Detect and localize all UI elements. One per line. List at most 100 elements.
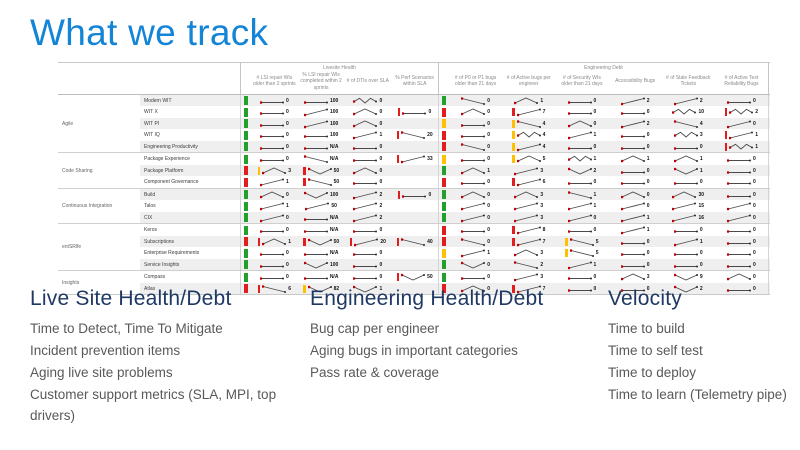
status-bar-red [442,142,446,151]
start-point-dot [516,159,519,163]
metric-cell: 1 [555,153,608,165]
metric-cell: 0 [715,176,768,188]
status-bar-green [442,260,446,269]
livesite-cells: 6 82 1 [240,282,438,295]
metric-value: 5 [542,156,546,162]
sparkline-chart [514,167,539,175]
sparkline-chart [303,253,328,256]
metric-value: 0 [646,132,650,138]
team-group: Insights Compass 0 N/A 0 50 0 3 0 3 9 0 Atlas 6 82 1 0 7 0… [58,271,770,295]
metric-cell: 0 [609,141,662,153]
metric-value: 0 [753,285,756,292]
sparkline-chart [673,182,698,185]
sparkline-chart [620,288,645,292]
end-point-dot [281,214,284,216]
metric-cell: 0 [609,283,662,295]
row-label: Enterprise Requirements [144,250,200,256]
start-point-dot [353,112,356,116]
end-point-dot [375,159,378,162]
metrics-table: Livesite Health # LSI repair WIs older th… [58,62,770,296]
metric-cell: 3 [609,271,662,283]
end-point-dot [329,285,332,288]
end-point-dot [642,182,645,185]
start-point-dot [673,230,677,233]
metric-cell: 0 [449,141,502,153]
row-label: CIX [144,214,153,221]
metric-value: 1 [288,238,292,245]
row-label: Engineering Productivity [144,143,198,150]
row-label: Atlas [144,285,156,292]
metric-value: 0 [285,214,289,221]
start-point-dot [461,195,464,198]
start-point-dot [567,100,570,104]
sparkline-chart [672,108,697,115]
column-header: # of DTIs over SLA [346,78,389,85]
metric-value: 0 [487,191,490,198]
start-point-dot [514,101,517,104]
metric-value: 4 [542,120,546,127]
start-point-dot [461,96,464,100]
end-point-dot [695,182,698,185]
metric-value: 0 [285,191,289,198]
metric-cell: 100 [298,95,345,107]
metric-value: 100 [329,132,339,138]
end-point-dot [483,148,486,151]
table-row: Engineering Productivity 0 N/A 0 0 4 0 0 0 1 [140,140,770,153]
metric-cell: 50 [298,165,345,177]
metric-cell: 0 [555,283,608,295]
end-point-dot [375,285,378,288]
status-indicator [241,224,251,236]
status-indicator [241,106,251,118]
metric-value: 3 [699,132,703,138]
metric-cell: 0 [251,118,298,130]
status-indicator [439,176,449,188]
end-point-dot [749,171,752,173]
status-indicator [241,189,251,201]
end-point-dot [749,202,752,205]
metric-value: 0 [646,191,650,198]
column-header: # of Security WIs older than 21 days [561,75,603,88]
start-point-dot [259,195,263,198]
end-point-dot [538,143,541,145]
cell-status-bar-red [512,226,515,234]
metric-value: 100 [329,97,339,104]
sparkline-chart [402,194,427,198]
metric-cell: 0 [555,118,608,130]
bullet-item: Aging bugs in important categories [310,342,518,358]
end-point-dot [642,160,645,162]
metric-cell: 5 [555,247,608,259]
sparkline-chart [259,112,284,115]
start-point-dot [727,194,730,198]
metric-cell: 0 [715,200,768,212]
start-point-dot [259,207,263,211]
metric-value: 0 [753,203,756,209]
sparkline-chart [567,112,592,115]
metric-value: 20 [380,238,386,245]
end-point-dot [589,214,592,216]
metric-value: 1 [593,261,597,268]
metric-cell: 0 [345,259,392,271]
metric-cell: 0 [251,247,298,259]
end-point-dot [749,278,752,280]
status-bar-green [244,248,248,258]
table-row: Subscriptions 1 50 20 40 0 7 5 0 1 0 [140,235,770,248]
start-point-dot [303,261,307,264]
status-column-spacer [439,71,449,94]
metric-value: 0 [699,261,703,268]
start-point-dot [259,159,263,162]
start-point-dot [514,207,517,211]
start-point-dot [259,135,263,138]
end-point-dot [695,230,698,233]
livesite-cells: 0 100 0 [240,117,438,130]
sparkline-chart [567,155,592,162]
start-point-dot [353,182,356,185]
metric-value: 0 [379,120,383,127]
start-point-dot [259,112,263,115]
status-indicator [241,259,251,271]
metric-cell: 3 [502,247,555,259]
end-point-dot [538,125,541,128]
status-indicator [241,165,251,177]
metric-value: 0 [487,143,490,150]
end-point-dot [642,278,645,280]
engineering-cells: 1 3 5 0 0 0 [438,247,769,259]
